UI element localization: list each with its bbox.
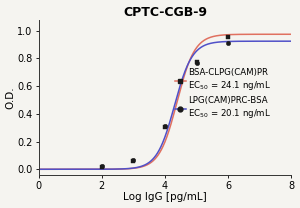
Point bbox=[131, 159, 136, 163]
Title: CPTC-CGB-9: CPTC-CGB-9 bbox=[123, 6, 207, 19]
Point bbox=[226, 35, 231, 39]
Point bbox=[131, 158, 136, 161]
X-axis label: Log IgG [pg/mL]: Log IgG [pg/mL] bbox=[123, 192, 207, 202]
Point bbox=[163, 125, 167, 128]
Point bbox=[194, 60, 199, 64]
Point bbox=[226, 42, 231, 45]
Point bbox=[99, 164, 104, 167]
Point bbox=[163, 125, 167, 129]
Point bbox=[194, 61, 199, 64]
Point bbox=[99, 165, 104, 168]
Legend: BSA-CLPG(CAM)PR
EC$_{50}$ = 24.1 ng/mL, LPG(CAM)PRC-BSA
EC$_{50}$ = 20.1 ng/mL: BSA-CLPG(CAM)PR EC$_{50}$ = 24.1 ng/mL, … bbox=[174, 67, 272, 121]
Y-axis label: O.D.: O.D. bbox=[6, 86, 16, 109]
